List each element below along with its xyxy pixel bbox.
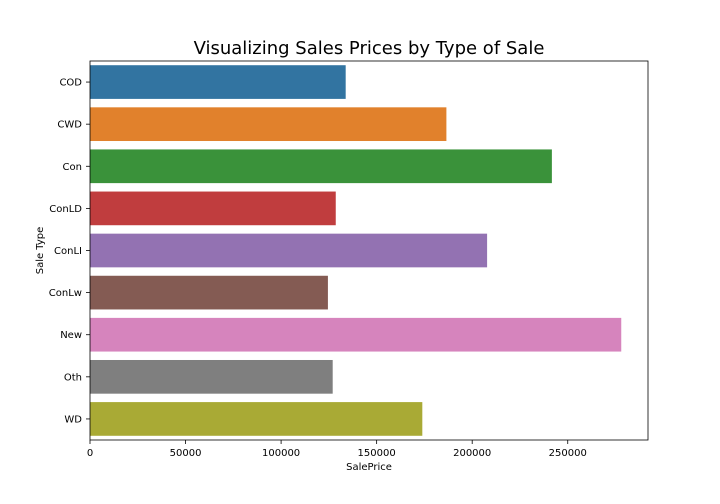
bar-oth bbox=[90, 359, 333, 394]
x-tick-label: 150000 bbox=[358, 448, 396, 459]
y-tick-label: ConLD bbox=[49, 204, 82, 215]
bars-group bbox=[90, 65, 622, 436]
bar-cod bbox=[90, 65, 346, 99]
bar-new bbox=[90, 317, 622, 352]
bar-con bbox=[90, 149, 552, 184]
x-tick-label: 200000 bbox=[453, 448, 491, 459]
y-tick-label: CWD bbox=[57, 120, 82, 131]
bar-conld bbox=[90, 191, 336, 226]
bar-conlw bbox=[90, 275, 328, 310]
y-tick-label: COD bbox=[59, 78, 82, 89]
y-tick-label: Con bbox=[63, 162, 82, 173]
x-tick-label: 250000 bbox=[549, 448, 587, 459]
chart-title: Visualizing Sales Prices by Type of Sale bbox=[194, 38, 545, 59]
y-tick-label: ConLw bbox=[49, 288, 82, 299]
y-tick-label: New bbox=[60, 330, 82, 341]
bar-cwd bbox=[90, 107, 447, 142]
plot-frame bbox=[89, 60, 649, 441]
x-axis-label: SalePrice bbox=[346, 462, 392, 473]
y-tick-label: ConLI bbox=[54, 246, 82, 257]
x-tick-label: 0 bbox=[87, 448, 93, 459]
y-tick-label: Oth bbox=[64, 372, 82, 383]
y-ticks-group: COD CWD Con ConLD ConLI ConLw New Oth WD bbox=[49, 78, 90, 425]
x-tick-label: 50000 bbox=[170, 448, 202, 459]
x-tick-label: 100000 bbox=[262, 448, 300, 459]
y-tick-label: WD bbox=[64, 414, 82, 425]
x-ticks-group: 0 50000 100000 150000 200000 250000 bbox=[87, 440, 587, 459]
bar-wd bbox=[90, 402, 423, 436]
y-axis-label: Sale Type bbox=[35, 227, 46, 275]
bar-conli bbox=[90, 233, 488, 268]
